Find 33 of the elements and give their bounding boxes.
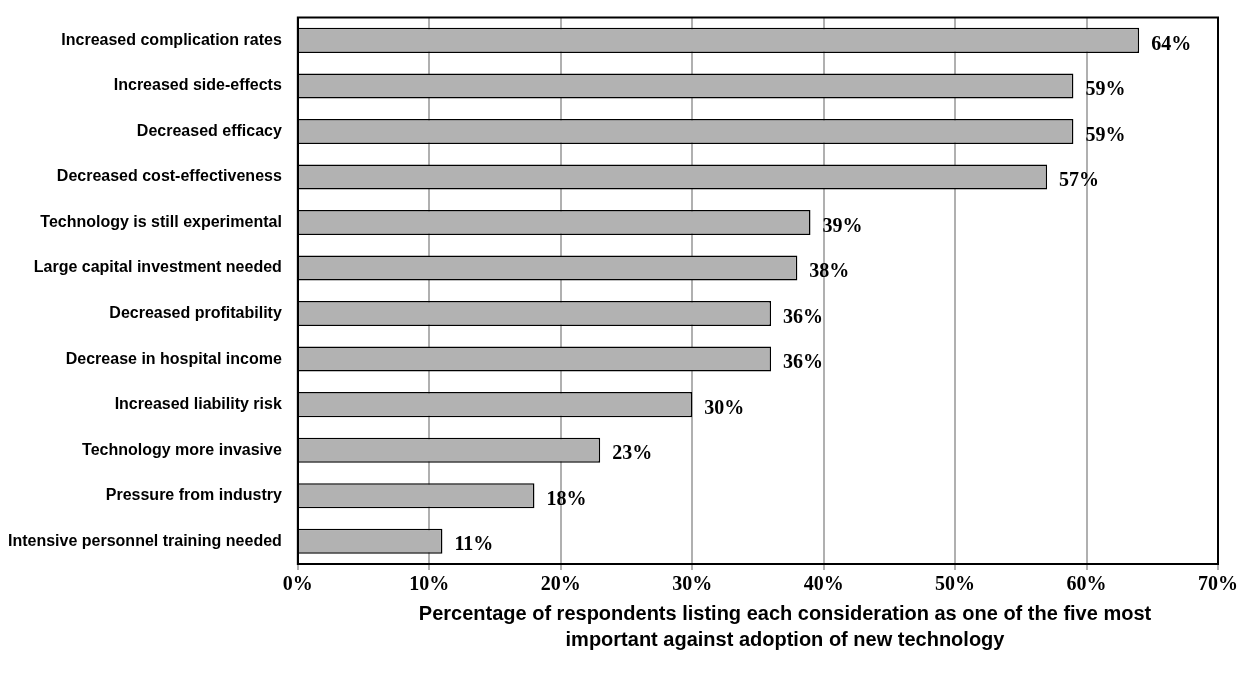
- y-tick-label: Decreased cost-effectiveness: [56, 167, 282, 185]
- x-tick-label: 20%: [540, 572, 581, 595]
- x-tick-label: 40%: [803, 572, 844, 595]
- x-axis-title: Percentage of respondents listing each consideration as one of the five most important against adoption of new technology: [417, 601, 1153, 652]
- x-tick-label: 60%: [1066, 572, 1107, 595]
- y-tick-label: Technology is still experimental: [40, 212, 282, 230]
- x-tick-label: 10%: [409, 572, 450, 595]
- data-label: 18%: [546, 486, 587, 509]
- data-label: 36%: [783, 304, 824, 327]
- y-tick-label: Decrease in hospital income: [65, 349, 282, 367]
- x-tick-label: 30%: [672, 572, 713, 595]
- y-tick-label: Pressure from industry: [105, 486, 282, 504]
- x-tick-label: 50%: [935, 572, 976, 595]
- y-tick-label: Decreased profitability: [109, 303, 282, 321]
- data-label: 39%: [822, 213, 863, 236]
- data-label: 30%: [704, 395, 745, 418]
- y-tick-label: Increased liability risk: [114, 395, 282, 413]
- data-label: 23%: [612, 441, 653, 464]
- y-tick-label: Large capital investment needed: [33, 258, 282, 276]
- y-tick-label: Technology more invasive: [82, 440, 282, 458]
- data-label: 36%: [783, 350, 824, 373]
- data-label: 11%: [454, 532, 494, 555]
- data-label: 59%: [1085, 122, 1126, 145]
- y-tick-label: Increased side-effects: [113, 76, 282, 94]
- data-label: 64%: [1151, 31, 1192, 54]
- data-label: 59%: [1085, 77, 1126, 100]
- data-label: 38%: [809, 259, 850, 282]
- x-tick-label: 70%: [1198, 572, 1238, 595]
- y-tick-label: Decreased efficacy: [136, 121, 282, 139]
- data-label: 57%: [1059, 168, 1100, 191]
- y-tick-label: Intensive personnel training needed: [7, 531, 282, 549]
- y-tick-label: Increased complication rates: [61, 30, 282, 48]
- x-tick-label: 0%: [282, 572, 313, 595]
